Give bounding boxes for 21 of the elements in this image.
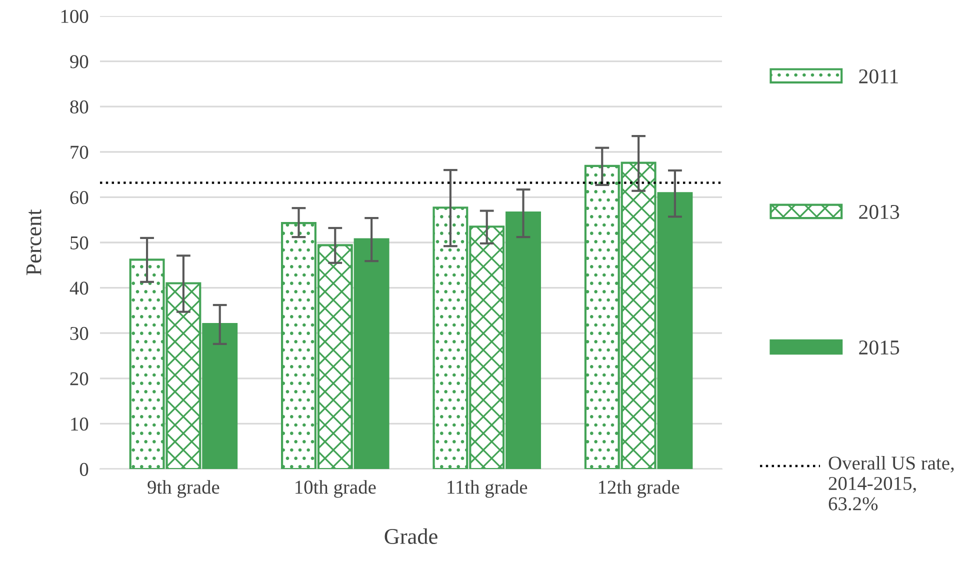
x-tick-label: 11th grade	[448, 480, 528, 498]
y-tick-label: 0	[80, 462, 88, 476]
y-tick-label: 20	[70, 372, 88, 386]
x-tick-label: 10th grade	[296, 480, 376, 498]
y-axis-title: Percent	[26, 209, 42, 276]
x-tick-label: 9th grade	[148, 480, 220, 498]
y-tick-label: 60	[70, 191, 88, 204]
legend-label: 2013	[859, 204, 900, 219]
y-tick-label: 100	[61, 10, 88, 23]
legend-label: 2011	[859, 69, 898, 84]
legend-label: 2015	[859, 340, 900, 355]
y-tick-label: 70	[70, 146, 88, 159]
x-tick-label: 12th grade	[598, 480, 680, 498]
y-tick-label: 90	[70, 55, 88, 68]
y-tick-label: 30	[70, 326, 88, 340]
y-tick-label: 80	[70, 100, 88, 114]
y-tick-label: 40	[70, 282, 88, 295]
y-tick-label: 50	[70, 236, 88, 250]
legend-label: Overall US rate, 2014-2015, 63.2%	[828, 456, 954, 510]
y-tick-label: 10	[71, 418, 88, 431]
x-axis-title: Grade	[384, 528, 438, 544]
